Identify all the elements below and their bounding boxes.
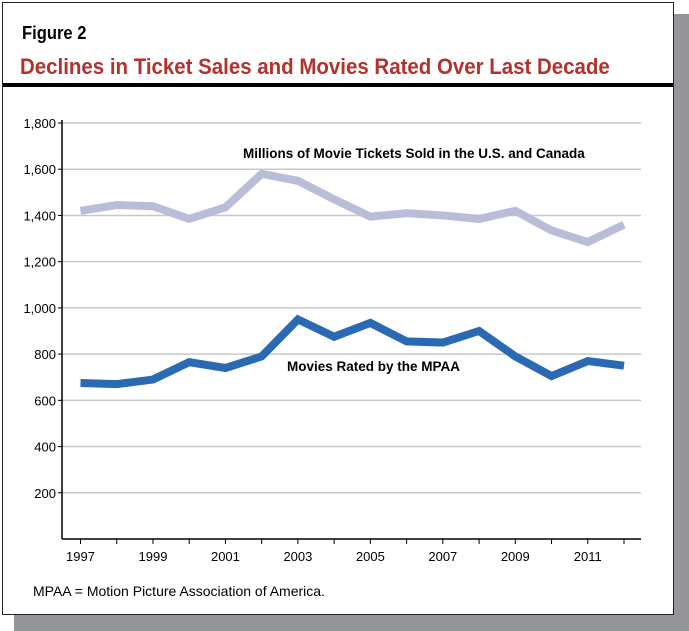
figure-title: Declines in Ticket Sales and Movies Rate…: [20, 54, 610, 79]
x-tick-label: 2005: [356, 549, 385, 564]
series-label-movies: Movies Rated by the MPAA: [287, 359, 460, 374]
x-tick-label: 1997: [66, 549, 95, 564]
title-rule: [3, 83, 673, 87]
y-tick-label: 200: [34, 486, 56, 501]
y-tick-label: 1,800: [23, 116, 56, 131]
footnote: MPAA = Motion Picture Association of Ame…: [33, 583, 325, 599]
y-tick-label: 1,000: [23, 301, 56, 316]
series-label-tickets: Millions of Movie Tickets Sold in the U.…: [243, 146, 585, 161]
x-tick-label: 2009: [501, 549, 530, 564]
series-line-1: [80, 314, 625, 389]
y-tick-label: 1,400: [23, 208, 56, 223]
y-tick-label: 1,200: [23, 255, 56, 270]
x-tick-label: 2007: [428, 549, 457, 564]
x-tick-label: 2001: [211, 549, 240, 564]
x-tick-label: 2003: [283, 549, 312, 564]
x-tick-label: 2011: [574, 549, 602, 564]
y-tick-label: 400: [34, 440, 56, 455]
figure-label: Figure 2: [22, 23, 87, 43]
y-tick-label: 1,600: [23, 162, 56, 177]
y-tick-label: 600: [34, 393, 56, 408]
y-tick-label: 800: [34, 347, 56, 362]
series-line-0: [79, 169, 626, 247]
x-tick-label: 1999: [139, 549, 168, 564]
